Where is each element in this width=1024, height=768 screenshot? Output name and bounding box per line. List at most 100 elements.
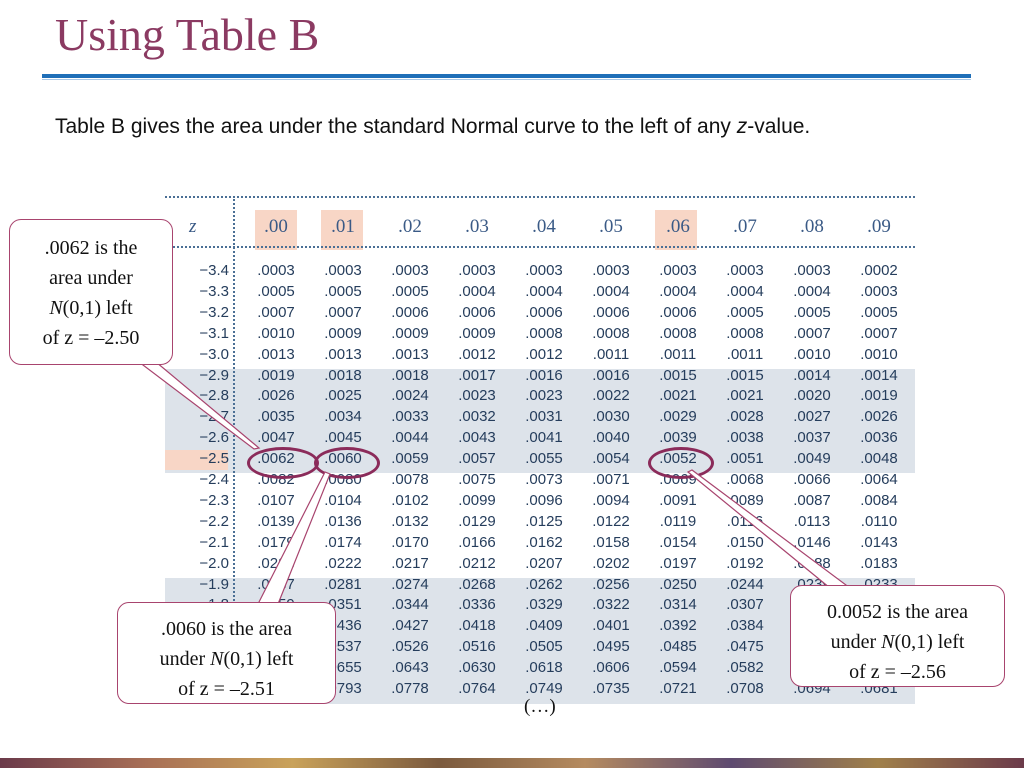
table-cell: .0268	[458, 575, 496, 593]
column-header: .00	[264, 216, 288, 237]
table-cell: .0778	[391, 680, 429, 697]
leader-left	[137, 361, 261, 450]
table-cell: .0170	[391, 533, 429, 551]
callout-bottom-n: N	[210, 648, 224, 670]
column-header: .02	[398, 216, 422, 237]
table-cell: .0013	[257, 345, 295, 363]
table-cell: .0032	[458, 408, 496, 426]
z-value-cell: −1.9	[199, 575, 229, 593]
table-cell: .0005	[793, 303, 831, 321]
table-cell: .0183	[860, 554, 898, 572]
table-cell: .0307	[726, 596, 764, 614]
table-cell: .0035	[257, 408, 295, 426]
table-cell: .0222	[324, 554, 362, 572]
table-cell: .0071	[592, 471, 630, 488]
table-cell: .0003	[525, 262, 563, 279]
highlight-col-01	[321, 210, 363, 250]
table-cell: .0068	[726, 471, 764, 488]
table-cell: .0047	[257, 429, 295, 447]
callout-left-line3: N(0,1) left	[10, 293, 172, 323]
table-cell: .0006	[659, 303, 697, 321]
table-cell: .0005	[860, 303, 898, 321]
column-header: .07	[733, 216, 757, 237]
table-cell: .0013	[391, 345, 429, 363]
table-cell: .0049	[793, 450, 831, 468]
table-cell: .0006	[458, 303, 496, 321]
table-cell: .0475	[726, 638, 764, 656]
column-header: .09	[867, 216, 891, 237]
z-value-cell: −2.6	[199, 429, 229, 447]
table-continuation: (…)	[524, 696, 556, 717]
table-cell: .0174	[324, 533, 362, 551]
table-cell: .0009	[391, 324, 429, 342]
table-cell: .0143	[860, 533, 898, 551]
callout-right-n-rest: (0,1) left	[894, 631, 965, 653]
table-cell: .0516	[458, 638, 496, 656]
table-cell: .0002	[860, 262, 898, 279]
table-cell: .0643	[391, 659, 429, 677]
table-cell: .0212	[458, 554, 496, 572]
table-cell: .0004	[793, 282, 831, 300]
column-header: .03	[465, 216, 489, 237]
table-cell: .0202	[592, 554, 630, 572]
z-value-cell: −3.3	[199, 282, 229, 300]
table-cell: .0003	[726, 262, 764, 279]
slide-title: Using Table B	[55, 9, 320, 60]
table-cell: .0029	[659, 408, 697, 426]
table-cell: .0011	[726, 345, 764, 363]
title-rule-thin	[42, 79, 971, 80]
table-cell: .0102	[391, 491, 429, 509]
table-cell: .0008	[592, 324, 630, 342]
table-cell: .0495	[592, 638, 630, 656]
table-cell: .0051	[726, 450, 764, 468]
table-cell: .0336	[458, 596, 496, 614]
table-cell: .0007	[793, 324, 831, 342]
title-rule	[42, 74, 971, 78]
table-cell: .0031	[525, 408, 563, 426]
callout-bottom-line1: .0060 is the area	[160, 618, 293, 640]
table-cell: .0015	[726, 366, 764, 384]
callout-right-line3: of z = –2.56	[849, 661, 946, 683]
table-cell: .0075	[458, 471, 496, 488]
table-cell: .0344	[391, 596, 429, 614]
table-cell: .0606	[592, 659, 630, 677]
table-cell: .0010	[793, 345, 831, 363]
table-cell: .0485	[659, 638, 697, 656]
callout-bottom-n-rest: (0,1) left	[223, 648, 294, 670]
z-column-header: z	[189, 216, 197, 237]
z-value-cell: −2.0	[199, 554, 229, 572]
table-cell: .0030	[592, 408, 630, 426]
subtitle: Table B gives the area under the standar…	[55, 115, 810, 139]
leader-bottom	[257, 471, 331, 605]
decorative-bottom-strip	[0, 758, 1024, 768]
table-cell: .0197	[659, 554, 697, 572]
table-cell: .0094	[592, 491, 630, 509]
highlight-col-06	[655, 210, 697, 250]
callout-bottom-line2: under N(0,1) left	[118, 644, 335, 674]
table-cell: .0314	[659, 596, 697, 614]
table-cell: .0113	[793, 512, 831, 530]
table-cell: .0057	[458, 450, 496, 468]
table-cell: .0005	[257, 282, 295, 300]
table-cell: .0005	[324, 282, 362, 300]
circle-0052	[648, 447, 714, 479]
table-cell: .0505	[525, 638, 563, 656]
table-cell: .0409	[525, 617, 563, 635]
table-z-divider	[233, 196, 235, 704]
table-cell: .0087	[793, 491, 831, 509]
table-cell: .0006	[391, 303, 429, 321]
table-cell: .0708	[726, 680, 764, 697]
table-cell: .0039	[659, 429, 697, 447]
table-cell: .0401	[592, 617, 630, 635]
table-cell: .0007	[324, 303, 362, 321]
subtitle-text-end: -value.	[747, 115, 811, 138]
table-cell: .0007	[860, 324, 898, 342]
table-cell: .0004	[525, 282, 563, 300]
table-cell: .0019	[257, 366, 295, 384]
table-cell: .0003	[860, 282, 898, 300]
table-cell: .0023	[458, 387, 496, 405]
table-cell: .0003	[793, 262, 831, 279]
table-cell: .0004	[592, 282, 630, 300]
table-cell: .0009	[324, 324, 362, 342]
table-cell: .0146	[793, 533, 831, 551]
